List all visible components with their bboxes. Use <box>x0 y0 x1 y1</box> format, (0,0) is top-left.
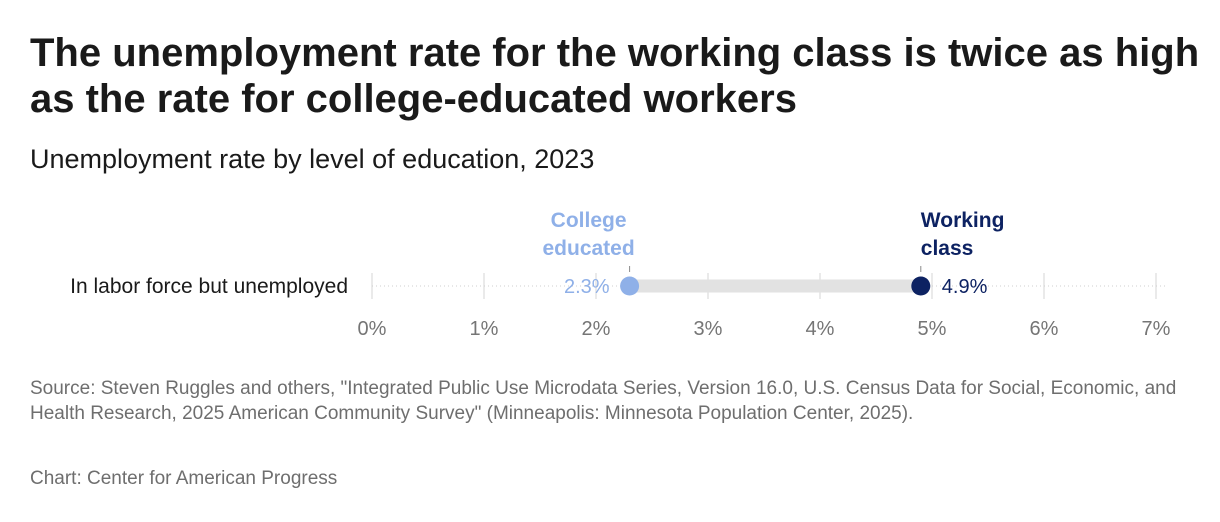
x-tick-label: 0% <box>358 318 387 340</box>
dot-college-educated <box>620 276 640 296</box>
dot-working-class <box>911 276 931 296</box>
value-label: 2.3% <box>564 276 610 298</box>
series-label: College <box>551 209 627 232</box>
chart-title: The unemployment rate for the working cl… <box>30 31 1200 121</box>
chart-credit: Chart: Center for American Progress <box>30 468 338 489</box>
x-tick-label: 6% <box>1030 318 1059 340</box>
x-tick-label: 3% <box>694 318 723 340</box>
category-label: In labor force but unemployed <box>70 275 348 298</box>
value-label: 4.9% <box>942 276 988 298</box>
dot-range-chart: 0% 1% 2% 3% 4% 5% 6% 7% In labor force but unemp… <box>70 209 1171 340</box>
x-tick-label: 4% <box>806 318 835 340</box>
series-label: Working <box>921 209 1005 232</box>
x-tick-label: 5% <box>918 318 947 340</box>
x-tick-label: 7% <box>1142 318 1171 340</box>
x-tick-label: 1% <box>470 318 499 340</box>
source-note: Source: Steven Ruggles and others, "Inte… <box>30 378 1177 424</box>
series-label: educated <box>542 237 634 260</box>
series-label: class <box>921 237 974 260</box>
chart-subtitle: Unemployment rate by level of education,… <box>30 144 595 174</box>
x-tick-label: 2% <box>582 318 611 340</box>
